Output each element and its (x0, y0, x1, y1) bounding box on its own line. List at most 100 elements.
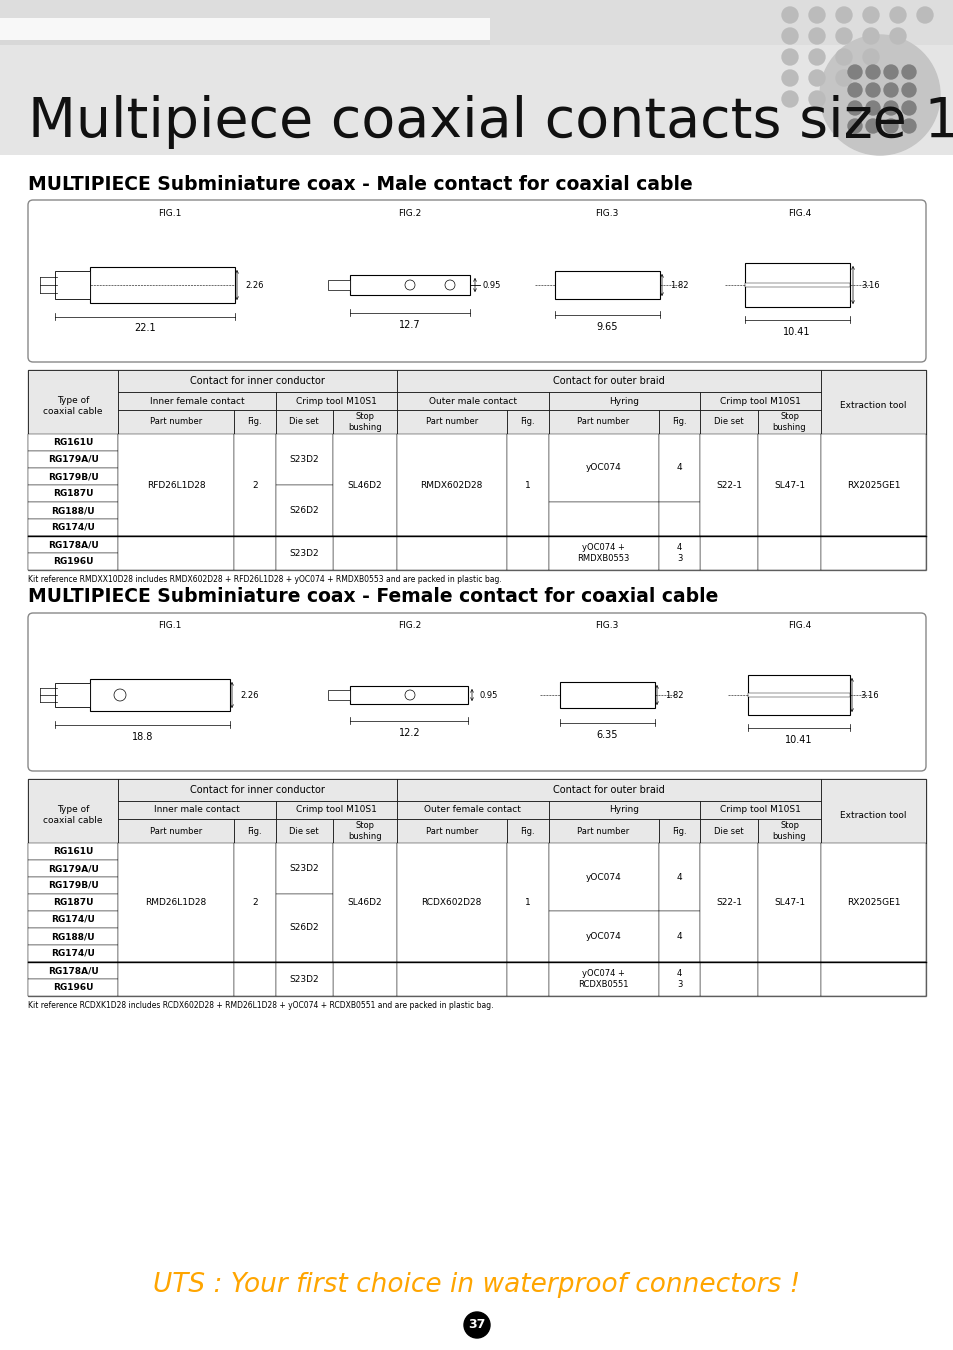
FancyBboxPatch shape (548, 842, 658, 911)
Circle shape (820, 35, 939, 155)
Text: Type of
coaxial cable: Type of coaxial cable (43, 397, 103, 416)
FancyBboxPatch shape (396, 433, 506, 536)
Text: 18.8: 18.8 (132, 732, 153, 742)
FancyBboxPatch shape (55, 271, 90, 298)
FancyBboxPatch shape (28, 200, 925, 362)
FancyBboxPatch shape (28, 842, 118, 860)
FancyBboxPatch shape (328, 279, 350, 290)
FancyBboxPatch shape (90, 679, 230, 711)
Text: Stop
bushing: Stop bushing (772, 821, 805, 841)
Text: FIG.3: FIG.3 (595, 621, 618, 630)
FancyBboxPatch shape (28, 468, 118, 485)
FancyBboxPatch shape (55, 683, 90, 707)
Text: RMD26L1D28: RMD26L1D28 (145, 898, 207, 907)
FancyBboxPatch shape (0, 40, 490, 45)
Text: Contact for inner conductor: Contact for inner conductor (190, 784, 325, 795)
FancyBboxPatch shape (506, 410, 548, 433)
Text: Fig.: Fig. (672, 826, 686, 836)
Text: S23D2: S23D2 (289, 975, 318, 984)
FancyBboxPatch shape (757, 536, 821, 570)
Circle shape (901, 101, 915, 115)
Text: 4: 4 (676, 463, 681, 472)
FancyBboxPatch shape (658, 963, 700, 996)
Text: Stop
bushing: Stop bushing (772, 412, 805, 432)
FancyBboxPatch shape (28, 554, 118, 570)
FancyBboxPatch shape (28, 878, 118, 894)
FancyBboxPatch shape (658, 536, 700, 570)
FancyBboxPatch shape (350, 275, 470, 296)
Circle shape (901, 119, 915, 134)
Text: FIG.3: FIG.3 (595, 208, 618, 217)
FancyBboxPatch shape (275, 392, 396, 410)
Text: Die set: Die set (289, 417, 318, 427)
FancyBboxPatch shape (821, 842, 925, 963)
FancyBboxPatch shape (396, 370, 821, 392)
FancyBboxPatch shape (821, 536, 925, 570)
Circle shape (835, 7, 851, 23)
Text: Fig.: Fig. (247, 417, 262, 427)
Text: RG188/U: RG188/U (51, 931, 95, 941)
FancyBboxPatch shape (275, 485, 333, 536)
FancyBboxPatch shape (233, 536, 275, 570)
Circle shape (847, 119, 862, 134)
Text: 10.41: 10.41 (784, 734, 812, 745)
FancyBboxPatch shape (700, 410, 757, 433)
FancyBboxPatch shape (700, 433, 757, 536)
FancyBboxPatch shape (559, 682, 655, 707)
Text: S26D2: S26D2 (289, 506, 318, 514)
Text: RG174/U: RG174/U (51, 522, 95, 532)
Text: RMDX602D28: RMDX602D28 (420, 481, 482, 490)
Circle shape (865, 119, 879, 134)
Text: Die set: Die set (289, 826, 318, 836)
FancyBboxPatch shape (333, 433, 396, 536)
Text: MULTIPIECE Subminiature coax - Male contact for coaxial cable: MULTIPIECE Subminiature coax - Male cont… (28, 176, 692, 194)
FancyBboxPatch shape (28, 451, 118, 468)
Text: 12.2: 12.2 (398, 728, 420, 738)
Circle shape (883, 119, 897, 134)
Text: Extraction tool: Extraction tool (840, 401, 906, 410)
FancyBboxPatch shape (757, 410, 821, 433)
FancyBboxPatch shape (396, 819, 506, 842)
FancyBboxPatch shape (118, 842, 233, 963)
Circle shape (444, 279, 455, 290)
Text: 1.82: 1.82 (664, 690, 682, 699)
Text: SL47-1: SL47-1 (773, 481, 804, 490)
Text: Die set: Die set (714, 826, 743, 836)
FancyBboxPatch shape (396, 536, 506, 570)
FancyBboxPatch shape (333, 842, 396, 963)
Text: 2.26: 2.26 (245, 281, 263, 289)
Text: Crimp tool M10S1: Crimp tool M10S1 (720, 806, 801, 814)
FancyBboxPatch shape (28, 860, 118, 878)
Text: RG196U: RG196U (52, 558, 93, 566)
FancyBboxPatch shape (757, 963, 821, 996)
FancyBboxPatch shape (396, 801, 548, 819)
FancyBboxPatch shape (28, 536, 118, 554)
Text: yOC074: yOC074 (585, 463, 620, 472)
FancyBboxPatch shape (118, 433, 233, 536)
Text: RCDX602D28: RCDX602D28 (421, 898, 481, 907)
Circle shape (883, 82, 897, 97)
Text: 1.82: 1.82 (669, 281, 688, 289)
FancyBboxPatch shape (28, 911, 118, 927)
Circle shape (862, 49, 878, 65)
Circle shape (862, 28, 878, 45)
Text: S26D2: S26D2 (289, 923, 318, 933)
FancyBboxPatch shape (28, 433, 118, 451)
FancyBboxPatch shape (333, 410, 396, 433)
Text: RG174/U: RG174/U (51, 949, 95, 958)
Text: Crimp tool M10S1: Crimp tool M10S1 (295, 806, 376, 814)
Text: Contact for outer braid: Contact for outer braid (553, 377, 664, 386)
FancyBboxPatch shape (28, 370, 118, 433)
Text: 4
3: 4 3 (676, 969, 681, 988)
FancyBboxPatch shape (757, 433, 821, 536)
Text: RX2025GE1: RX2025GE1 (846, 481, 900, 490)
Text: Outer female contact: Outer female contact (424, 806, 520, 814)
Circle shape (916, 7, 932, 23)
FancyBboxPatch shape (90, 267, 234, 302)
Text: SL46D2: SL46D2 (347, 898, 381, 907)
FancyBboxPatch shape (757, 819, 821, 842)
Text: FIG.4: FIG.4 (787, 208, 811, 217)
FancyBboxPatch shape (700, 536, 757, 570)
FancyBboxPatch shape (821, 370, 925, 433)
Text: S23D2: S23D2 (289, 455, 318, 464)
